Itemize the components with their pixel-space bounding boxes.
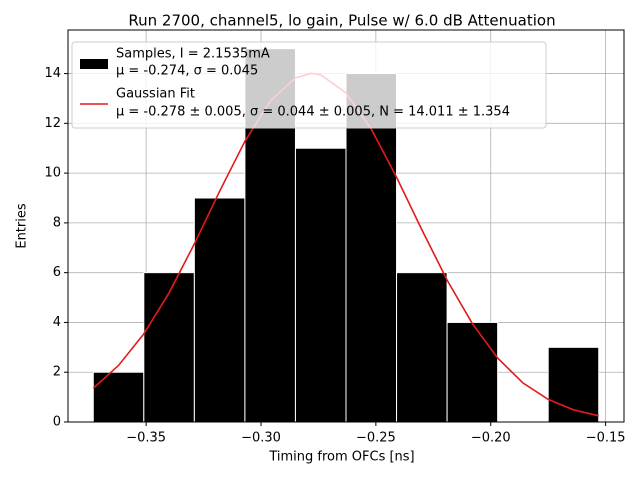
chart-title: Run 2700, channel5, lo gain, Pulse w/ 6.…: [128, 12, 555, 30]
y-axis-label: Entries: [15, 203, 30, 249]
bar: [446, 321, 499, 423]
x-tick-label: −0.25: [356, 431, 396, 446]
y-tick-label: 10: [44, 166, 61, 181]
y-tick-label: 8: [53, 215, 61, 230]
legend-label: Gaussian Fit: [116, 87, 195, 102]
x-tick-label: −0.15: [586, 431, 626, 446]
legend-swatch: [80, 59, 108, 69]
bar: [396, 272, 448, 423]
x-tick-label: −0.30: [241, 431, 281, 446]
bar: [92, 371, 145, 423]
axes-frame: [67, 29, 625, 423]
y-tick-label: 2: [53, 365, 61, 380]
bar: [193, 197, 246, 423]
y-tick-label: 12: [44, 116, 61, 131]
x-tick-label: −0.20: [471, 431, 511, 446]
bar: [294, 147, 347, 423]
legend-detail: μ = -0.274, σ = 0.045: [116, 64, 258, 79]
legend-label: Samples, I = 2.1535mA: [116, 47, 270, 62]
legend-detail: μ = -0.278 ± 0.005, σ = 0.044 ± 0.005, N…: [116, 105, 510, 120]
bar: [345, 73, 398, 423]
x-axis-label: Timing from OFCs [ns]: [268, 450, 414, 465]
y-tick-label: 0: [53, 415, 61, 430]
legend-box: [71, 41, 547, 129]
bar: [547, 346, 600, 423]
y-tick-label: 4: [53, 315, 61, 330]
bar: [143, 272, 195, 423]
legend: Samples, I = 2.1535mA μ = -0.274, σ = 0.0…: [71, 41, 547, 129]
y-tick-label: 14: [44, 66, 61, 81]
y-tick-label: 6: [53, 265, 61, 280]
x-tick-label: −0.35: [126, 431, 166, 446]
